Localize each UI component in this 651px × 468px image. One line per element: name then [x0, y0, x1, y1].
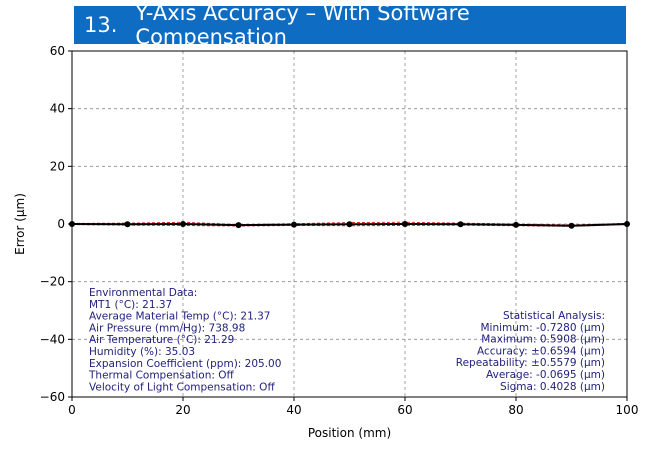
environmental-data-line: Velocity of Light Compensation: Off [89, 381, 275, 393]
y-tick-label: 20 [50, 159, 65, 173]
environmental-data-line: Thermal Compensation: Off [88, 370, 234, 382]
x-tick-label: 0 [68, 403, 76, 417]
environmental-data-line: Environmental Data: [89, 287, 197, 299]
x-tick-label: 100 [616, 403, 639, 417]
environmental-data-line: Average Material Temp (°C): 21.37 [89, 311, 270, 323]
y-tick-label: −20 [40, 275, 65, 289]
data-point [513, 221, 519, 228]
x-tick-label: 40 [286, 403, 301, 417]
data-point [235, 222, 242, 229]
statistical-analysis-line: Repeatability: ±0.5579 (µm) [456, 357, 605, 369]
environmental-data-annotation: Environmental Data:MT1 (°C): 21.37Averag… [88, 287, 281, 393]
statistical-analysis-line: Average: -0.0695 (µm) [486, 369, 605, 381]
data-point [291, 221, 297, 228]
statistical-analysis-line: Statistical Analysis: [503, 310, 605, 322]
y-axis-label: Error (µm) [13, 193, 27, 255]
chart-title-banner: 13. Y-Axis Accuracy – With Software Comp… [74, 1, 626, 49]
statistical-analysis-line: Accuracy: ±0.6594 (µm) [477, 345, 605, 357]
environmental-data-line: MT1 (°C): 21.37 [89, 299, 172, 311]
x-tick-label: 20 [175, 403, 190, 417]
x-tick-label: 60 [397, 403, 412, 417]
statistical-analysis-line: Minimum: -0.7280 (µm) [480, 322, 605, 334]
x-tick-label: 80 [508, 403, 523, 417]
data-point [346, 221, 353, 228]
y-tick-label: 40 [50, 102, 65, 116]
environmental-data-line: Humidity (%): 35.03 [89, 346, 195, 358]
statistical-analysis-line: Sigma: 0.4028 (µm) [500, 381, 605, 393]
data-point [124, 221, 131, 228]
grid [72, 51, 627, 397]
section-number: 13. [84, 13, 118, 37]
environmental-data-line: Air Pressure (mm/Hg): 738.98 [89, 322, 245, 334]
statistical-analysis-line: Maximum: 0.5908 (µm) [481, 334, 605, 346]
y-tick-label: 60 [50, 44, 65, 58]
x-axis-label: Position (mm) [308, 426, 391, 440]
chart-title: Y-Axis Accuracy – With Software Compensa… [135, 1, 470, 49]
data-point [568, 222, 575, 229]
environmental-data-line: Air Temperature (°C): 21.29 [89, 334, 234, 346]
data-point [402, 221, 408, 227]
statistical-analysis-annotation: Statistical Analysis:Minimum: -0.7280 (µ… [456, 310, 605, 393]
y-tick-label: −40 [40, 332, 65, 346]
y-tick-label: 0 [57, 217, 65, 231]
series-group [69, 221, 630, 229]
environmental-data-line: Expansion Coefficient (ppm): 205.00 [89, 358, 281, 370]
y-tick-label: −60 [40, 390, 65, 404]
data-point [180, 221, 186, 227]
axis-ticks: 0 20 40 60 80 100 60 40 20 0 −20 −40 −60 [40, 44, 639, 417]
data-point [457, 221, 464, 228]
